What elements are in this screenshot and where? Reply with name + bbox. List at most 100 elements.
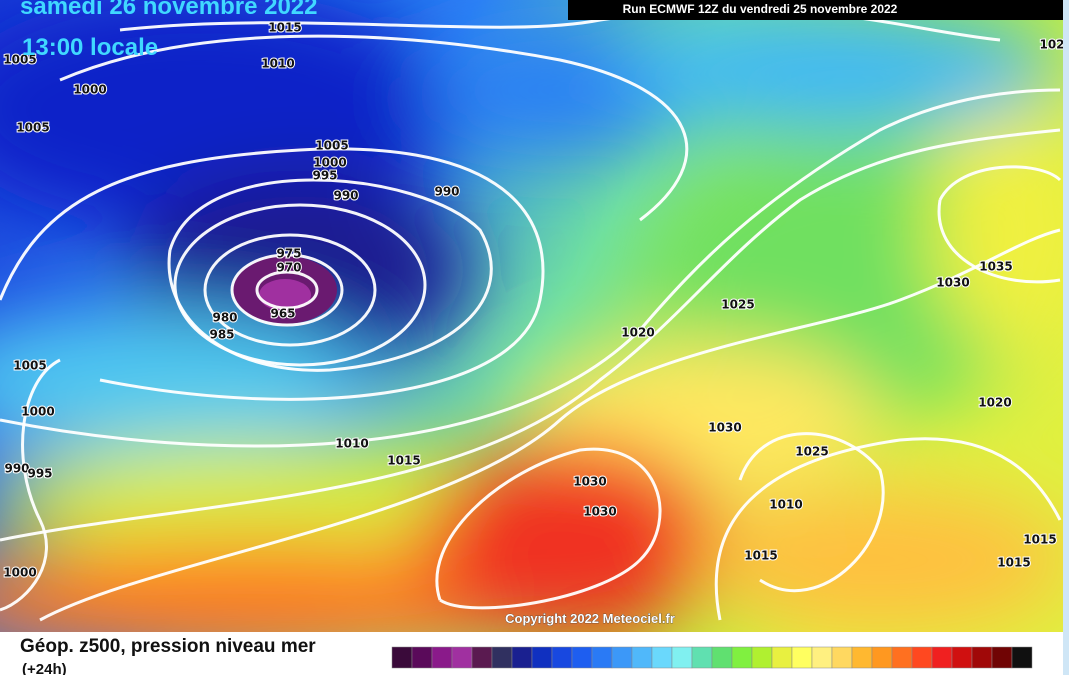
scale-swatch (431, 646, 453, 669)
isobar-label: 1030 (708, 421, 741, 435)
isobar-label: 980 (212, 311, 237, 325)
isobar (255, 270, 319, 310)
run-banner (568, 0, 1063, 20)
scale-swatch (951, 646, 973, 669)
scale-swatch (631, 646, 653, 669)
color-scale (391, 646, 1033, 669)
copyright: Copyright 2022 Meteociel.fr (505, 611, 675, 626)
isobars (0, 7, 1062, 622)
isobar-label: 1020 (621, 326, 654, 340)
window-edge (1063, 632, 1069, 675)
scale-swatch (811, 646, 833, 669)
isobar-label: 1005 (16, 121, 49, 135)
isobar-label: 1005 (315, 139, 348, 153)
isobar-label: 965 (270, 307, 295, 321)
scale-swatch (691, 646, 713, 669)
isobar-label: 985 (209, 328, 234, 342)
isobar-label: 1010 (335, 437, 368, 451)
isobar-label: 995 (27, 467, 52, 481)
low-area (0, 0, 460, 230)
low-eye (259, 279, 311, 311)
scale-swatch (391, 646, 413, 669)
scale-swatch (591, 646, 613, 669)
scale-swatch (611, 646, 633, 669)
isobar-label: 1030 (573, 475, 606, 489)
isobar (203, 233, 377, 347)
scale-swatch (991, 646, 1013, 669)
isobar-label: 1000 (3, 566, 36, 580)
isobar-label: 1000 (21, 405, 54, 419)
scale-swatch (531, 646, 553, 669)
isobar (0, 128, 1061, 542)
isobar (119, 7, 1001, 42)
orange-area (690, 490, 1069, 630)
isobar (230, 253, 344, 327)
isobar-label: 1035 (979, 260, 1012, 274)
scale-swatch (491, 646, 513, 669)
red-area (420, 440, 720, 632)
isobar (0, 147, 545, 401)
isobar (39, 228, 1061, 622)
scale-swatch (791, 646, 813, 669)
isobar-label: 1015 (1023, 533, 1056, 547)
scale-swatch (971, 646, 993, 669)
isobar-label: 1010 (261, 57, 294, 71)
footer-title: Géop. z500, pression niveau mer (20, 636, 316, 657)
scale-swatch (511, 646, 533, 669)
scale-swatch (831, 646, 853, 669)
isobar-label: 990 (333, 189, 358, 203)
isobar (0, 358, 61, 612)
scale-swatch (671, 646, 693, 669)
isobar-label: 1015 (744, 549, 777, 563)
isobar (167, 178, 493, 372)
isobar-label: 1030 (583, 505, 616, 519)
isobar-label: 1020 (978, 396, 1011, 410)
isobar-label: 975 (276, 247, 301, 261)
scale-swatch (751, 646, 773, 669)
scale-swatch (651, 646, 673, 669)
isobar (714, 437, 1062, 621)
isobar (0, 88, 1061, 448)
scale-swatch (911, 646, 933, 669)
scale-swatch (711, 646, 733, 669)
isobar-label: 1015 (387, 454, 420, 468)
scale-swatch (1011, 646, 1033, 669)
isobar-label: 995 (312, 169, 337, 183)
scale-swatch (571, 646, 593, 669)
isobar-label: 1030 (936, 276, 969, 290)
isobar-label: 990 (434, 185, 459, 199)
isobar-label: 1010 (769, 498, 802, 512)
isobar-label: 1005 (3, 53, 36, 67)
isobar-label: 1025 (721, 298, 754, 312)
scale-swatch (551, 646, 573, 669)
isobar-label: 1015 (997, 556, 1030, 570)
isobar-label: 1005 (13, 359, 46, 373)
scale-swatch (871, 646, 893, 669)
date-title: samedi 26 novembre 2022 (20, 0, 318, 20)
isobar (173, 203, 427, 367)
isobar (937, 165, 1062, 284)
scale-swatch (411, 646, 433, 669)
run-info: Run ECMWF 12Z du vendredi 25 novembre 20… (623, 2, 898, 16)
scale-swatch (451, 646, 473, 669)
isobar-label: 1000 (313, 156, 346, 170)
scale-swatch (891, 646, 913, 669)
footer-lead: (+24h) (22, 661, 67, 675)
isobar-label: 1000 (73, 83, 106, 97)
isobar-label: 970 (276, 261, 301, 275)
scale-swatch (851, 646, 873, 669)
scale-swatch (471, 646, 493, 669)
isobar (59, 34, 689, 222)
isobar-label: 1015 (268, 21, 301, 35)
isobar-label: 1025 (795, 445, 828, 459)
scale-swatch (731, 646, 753, 669)
window-edge (1063, 0, 1069, 632)
isobar (738, 432, 885, 593)
footer: Géop. z500, pression niveau mer (+24h) (0, 632, 1069, 675)
isobar-label: 102 (1039, 38, 1064, 52)
scale-swatch (931, 646, 953, 669)
lightblue-area (620, 10, 1060, 130)
